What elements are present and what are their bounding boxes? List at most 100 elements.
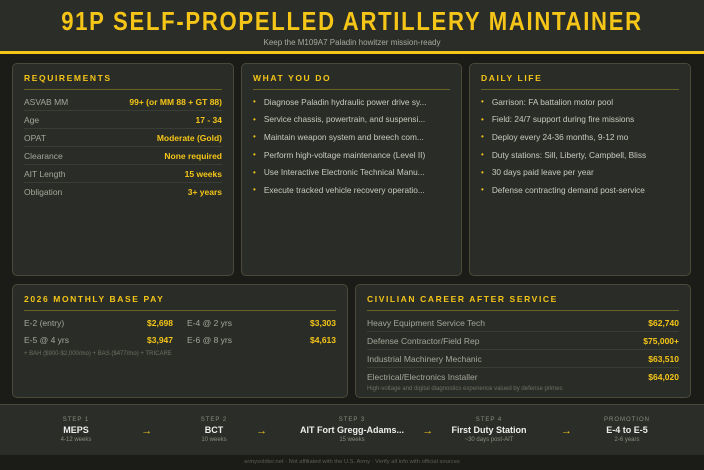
daily-life-item: • 30 days paid leave per year	[481, 163, 679, 181]
requirement-label: ASVAB MM	[24, 96, 69, 107]
pay-value: $2,698	[147, 317, 173, 328]
step-name: BCT	[204, 425, 224, 435]
header-divider	[0, 51, 704, 54]
daily-life-item: • Deploy every 24-36 months, 9-12 mo	[481, 128, 679, 146]
bullet-icon: •	[253, 97, 256, 107]
requirement-row: Age 17 - 34	[24, 111, 222, 129]
arrow-right-icon: →	[560, 425, 572, 437]
requirement-value: None required	[164, 150, 222, 161]
requirement-row: ASVAB MM 99+ (or MM 88 + GT 88)	[24, 93, 222, 111]
requirement-label: Age	[24, 114, 40, 125]
bullet-icon: •	[481, 150, 484, 160]
civilian-career-row: Industrial Machinery Mechanic $63,510	[367, 350, 679, 368]
requirement-label: Clearance	[24, 150, 63, 161]
bullet-icon: •	[253, 167, 256, 177]
pay-value: $3,303	[310, 317, 336, 328]
bullet-icon: •	[253, 132, 256, 142]
step-duration: 10 weeks	[201, 437, 227, 443]
career-path-steps: STEP 1 MEPS 4-12 weeks → STEP 2 BCT 10 weeks → S…	[0, 404, 704, 455]
step-label: STEP 3	[338, 417, 366, 423]
step-3: STEP 3 AIT Fort Gregg-Adams... 15 weeks	[292, 417, 412, 443]
daily-life-text: 30 days paid leave per year	[491, 167, 594, 178]
pay-value: $3,947	[147, 334, 173, 345]
pay-value: $4,613	[310, 334, 336, 345]
civilian-career-row: Defense Contractor/Field Rep $75,000+	[367, 332, 679, 350]
daily-life-item: • Duty stations: Sill, Liberty, Campbell,…	[481, 146, 679, 164]
requirements-card: REQUIREMENTS ASVAB MM 99+ (or MM 88 + GT …	[12, 63, 234, 276]
pay-row: E-2 (entry) $2,698	[24, 314, 173, 331]
civilian-career-value: $62,740	[648, 317, 679, 328]
step-name: MEPS	[63, 425, 89, 435]
arrow-right-icon: →	[256, 425, 268, 437]
step-4: STEP 4 First Duty Station ~30 days post-AI…	[429, 417, 549, 443]
duty-text: Use Interactive Electronic Technical Man…	[263, 167, 425, 178]
daily-life-text: Duty stations: Sill, Liberty, Campbell, …	[491, 149, 647, 160]
step-name: AIT Fort Gregg-Adams...	[299, 425, 404, 435]
step-1: STEP 1 MEPS 4-12 weeks	[16, 417, 136, 443]
page-title: 91P SELF-PROPELLED ARTILLERY MAINTAINER	[61, 6, 643, 36]
pay-title: 2026 MONTHLY BASE PAY	[24, 294, 336, 311]
step-name: E-4 to E-5	[606, 425, 648, 435]
requirement-label: AIT Length	[24, 168, 66, 179]
duty-item: • Service chassis, powertrain, and suspen…	[253, 111, 450, 129]
bullet-icon: •	[481, 167, 484, 177]
step-duration: 15 weeks	[339, 437, 365, 443]
civilian-career-value: $64,020	[648, 372, 679, 382]
bullet-icon: •	[253, 114, 256, 124]
duty-text: Perform high-voltage maintenance (Level …	[263, 149, 426, 160]
footer: armysoldier.net · Not affiliated with th…	[244, 459, 460, 465]
daily-life-title: DAILY LIFE	[481, 73, 679, 90]
civilian-career-label: Industrial Machinery Mechanic	[367, 353, 482, 364]
pay-card: 2026 MONTHLY BASE PAY E-2 (entry) $2,698 E…	[12, 284, 348, 398]
duty-item: • Perform high-voltage maintenance (Level…	[253, 146, 450, 164]
duty-item: • Execute tracked vehicle recovery operat…	[253, 181, 450, 199]
daily-life-card: DAILY LIFE • Garrison: FA battalion motor…	[469, 63, 691, 276]
daily-life-item: • Garrison: FA battalion motor pool	[481, 93, 679, 111]
pay-note: + BAH ($900-$2,000/mo) + BAS ($477/mo) +…	[24, 351, 172, 357]
daily-life-item: • Field: 24/7 support during fire mission…	[481, 111, 679, 129]
page-subtitle: Keep the M109A7 Paladin howitzer mission…	[263, 38, 441, 47]
requirement-label: Obligation	[24, 187, 63, 197]
requirement-value: 3+ years	[187, 187, 222, 197]
civilian-career-row: Electrical/Electronics Installer $64,020	[367, 368, 679, 386]
civilian-career-label: Heavy Equipment Service Tech	[367, 317, 485, 328]
requirement-value: 17 - 34	[195, 114, 222, 125]
daily-life-text: Deploy every 24-36 months, 9-12 mo	[491, 131, 629, 142]
requirement-value: 99+ (or MM 88 + GT 88)	[129, 96, 222, 107]
duty-text: Execute tracked vehicle recovery operati…	[263, 184, 425, 195]
civilian-career-row: Heavy Equipment Service Tech $62,740	[367, 314, 679, 332]
step-duration: 4-12 weeks	[60, 437, 92, 443]
civilian-card: CIVILIAN CAREER AFTER SERVICE Heavy Equi…	[355, 284, 691, 398]
duty-item: • Diagnose Paladin hydraulic power drive …	[253, 93, 450, 111]
civilian-title: CIVILIAN CAREER AFTER SERVICE	[367, 294, 679, 311]
duty-item: • Maintain weapon system and breech com..…	[253, 128, 450, 146]
step-5: PROMOTION E-4 to E-5 2-6 years	[567, 417, 687, 443]
pay-row: E-5 @ 4 yrs $3,947	[24, 331, 173, 348]
bullet-icon: •	[253, 150, 256, 160]
pay-label: E-5 @ 4 yrs	[24, 334, 69, 345]
step-label: STEP 1	[62, 417, 90, 423]
requirement-label: OPAT	[24, 132, 46, 143]
header: 91P SELF-PROPELLED ARTILLERY MAINTAINER …	[0, 0, 704, 51]
step-duration: 2-6 years	[614, 437, 640, 443]
requirement-row: Obligation 3+ years	[24, 183, 222, 201]
civilian-career-value: $63,510	[648, 353, 679, 364]
what-you-do-title: WHAT YOU DO	[253, 73, 450, 90]
step-name: First Duty Station	[451, 425, 527, 435]
step-duration: ~30 days post-AIT	[464, 437, 514, 443]
requirements-title: REQUIREMENTS	[24, 73, 222, 90]
step-2: STEP 2 BCT 10 weeks	[154, 417, 274, 443]
requirement-value: Moderate (Gold)	[156, 132, 222, 143]
requirement-row: Clearance None required	[24, 147, 222, 165]
civilian-career-value: $75,000+	[643, 335, 679, 346]
pay-label: E-6 @ 8 yrs	[187, 334, 232, 345]
daily-life-text: Garrison: FA battalion motor pool	[491, 96, 614, 107]
duty-text: Service chassis, powertrain, and suspens…	[263, 114, 426, 125]
daily-life-item: • Defense contracting demand post-service	[481, 181, 679, 199]
bullet-icon: •	[253, 185, 256, 195]
arrow-right-icon: →	[141, 425, 153, 437]
bullet-icon: •	[481, 114, 484, 124]
civilian-career-label: Defense Contractor/Field Rep	[367, 335, 480, 346]
pay-label: E-2 (entry)	[24, 317, 65, 328]
civilian-note: High-voltage and digital diagnostics exp…	[367, 386, 563, 392]
